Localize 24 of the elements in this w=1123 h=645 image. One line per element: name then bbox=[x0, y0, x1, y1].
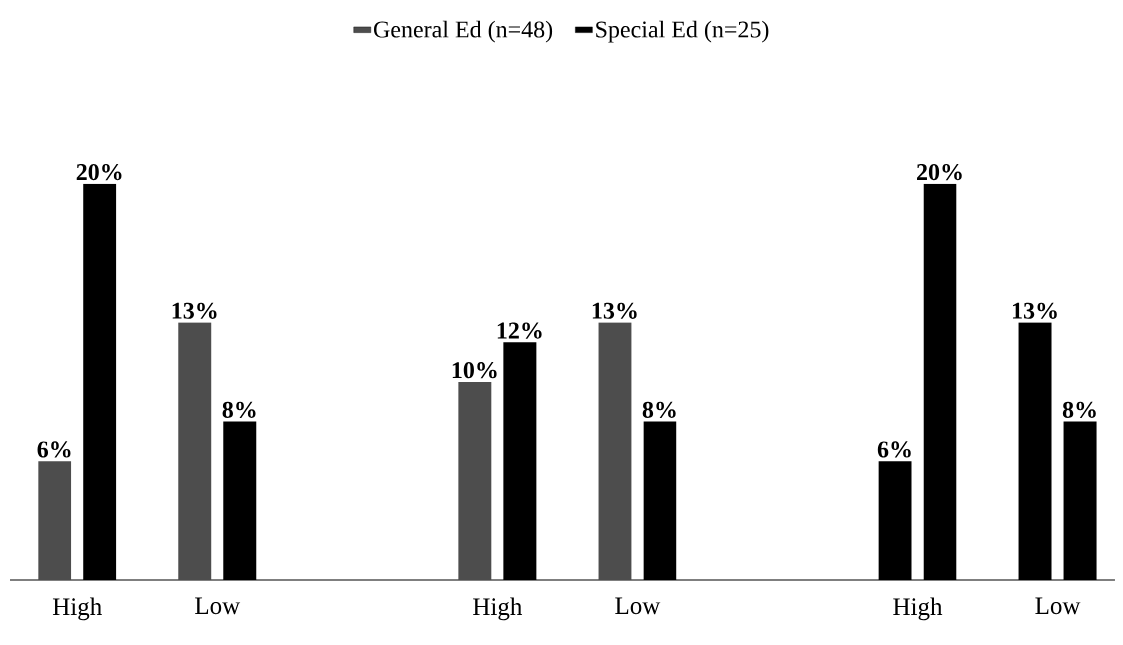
x-tick-label: Low bbox=[1035, 597, 1081, 615]
legend-label: Special Ed (n=25) bbox=[596, 20, 769, 43]
data-label: 8% bbox=[222, 401, 256, 418]
x-tick-label: Low bbox=[195, 597, 241, 615]
data-label: 6% bbox=[37, 441, 71, 458]
data-label: 13% bbox=[592, 302, 637, 319]
x-tick-label: High bbox=[473, 597, 523, 621]
data-label: 6% bbox=[877, 441, 911, 458]
x-tick-label: High bbox=[52, 597, 102, 621]
bar bbox=[598, 322, 632, 580]
data-label: 12% bbox=[497, 322, 542, 339]
data-label: 10% bbox=[452, 362, 497, 379]
bar bbox=[178, 322, 212, 580]
bar bbox=[458, 381, 492, 580]
legend-label: General Ed (n=48) bbox=[374, 20, 553, 43]
data-label: 20% bbox=[917, 163, 962, 181]
data-label: 8% bbox=[642, 401, 676, 418]
x-tick-label: High bbox=[893, 597, 943, 621]
data-label: 20% bbox=[76, 163, 122, 181]
bar bbox=[38, 461, 72, 580]
data-label: 13% bbox=[1012, 302, 1057, 319]
data-label: 13% bbox=[172, 302, 217, 319]
data-label: 8% bbox=[1062, 401, 1096, 418]
x-tick-label: Low bbox=[615, 597, 661, 615]
